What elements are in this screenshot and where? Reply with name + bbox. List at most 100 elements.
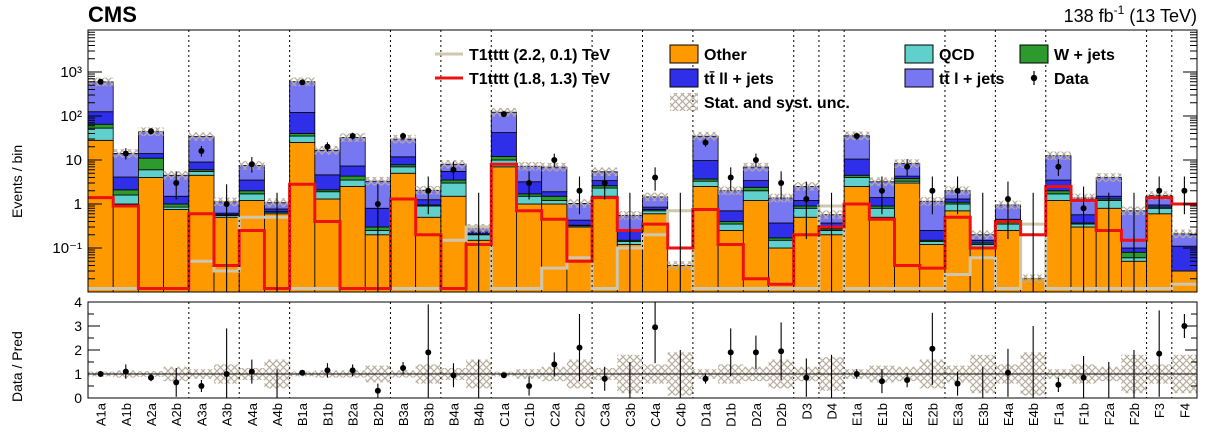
ratio-y-tick-label: 3 [74,318,82,334]
bar-D1b-ttlljets [717,210,744,222]
bar-C2a-ttlljets [541,191,568,197]
bar-F3-other [1146,213,1173,293]
bar-F1a-other [1045,200,1072,293]
data-point-A2b [173,171,180,200]
bar-D1a-other [692,186,719,293]
bar-C1a-ttlljets [490,132,517,157]
main-y-tick-label: 10 [65,152,82,169]
bar-B1a-other [289,142,316,293]
ratio-point-B1a [299,369,306,376]
ratio-point-D2b [778,322,785,380]
ratio-point-F1a [1055,377,1062,392]
x-tick-label-C3b: C3b [623,403,638,427]
bar-B1b-other [314,198,341,293]
x-tick-label-A1a: A1a [94,402,109,426]
unc-band-F1a [1045,151,1071,160]
lumi-label: 138 fb-1 (13 TeV) [1064,3,1197,26]
ratio-point-B2b [374,383,381,398]
x-tick-label-E2b: E2b [925,403,940,426]
x-tick-label-D2b: D2b [774,403,789,427]
x-tick-label-C4a: C4a [648,402,663,427]
bar-B2a-other [339,186,366,293]
ratio-point-F1b [1080,356,1087,398]
x-tick-label-F1b: F1b [1077,403,1092,425]
bar-A4a-other [238,200,265,293]
ratio-point-B2a [349,364,356,377]
data-point-C1a [500,111,507,118]
ratio-point-F4 [1181,314,1188,338]
bar-E1a-other [843,186,870,293]
bar-B4a-qcd [440,182,467,197]
unc-band-C4a [642,192,668,202]
data-point-B3a [400,132,407,140]
bar-B2a-qcd [339,179,366,187]
ratio-point-C1b [526,376,533,396]
data-point-F1a [1055,159,1062,176]
legend-other-swatch [669,44,699,64]
data-point-A4a [248,157,255,173]
x-tick-label-D4: D4 [825,403,840,420]
bar-D2a-qcd [742,190,769,201]
bar-B3b-other [415,216,442,293]
bar-D2b-ttlljets [768,222,795,239]
x-tick-label-B3a: B3a [396,402,411,426]
bar-A1b-qcd [112,194,139,205]
legend: T1tttt (2.2, 0.1) TeV T1tttt (1.8, 1.3) … [435,44,1115,112]
data-point-E1a [853,132,860,140]
bar-D2a-ttlljets [742,180,769,188]
data-point-A3b [223,184,230,292]
data-point-B3b [425,176,432,215]
legend-sig2-label: T1tttt (1.8, 1.3) TeV [469,71,610,88]
main-y-tick-label: 10⁻¹ [52,240,82,257]
x-tick-label-F2a: F2a [1102,402,1117,425]
legend-ttl-label: tt̄ l + jets [939,70,1004,88]
ratio-point-C2b [576,314,583,382]
data-point-E2b [929,176,936,215]
x-tick-label-E2a: E2a [900,402,915,426]
bar-B3a-ttlljets [390,156,417,166]
bar-A1b-other [112,203,139,293]
bar-F1a-wjets [1045,190,1072,195]
ratio-point-E1a [853,369,860,379]
data-point-D2b [778,171,785,200]
unc-band-F4 [1171,229,1197,239]
ratio-point-D1b [727,328,734,377]
data-point-C2a [551,153,558,168]
legend-qcd-label: QCD [939,47,975,64]
bar-E4a-other [994,230,1021,293]
bar-D1a-qcd [692,180,719,187]
x-tick-label-B1b: B1b [320,403,335,426]
x-tick-label-A1b: A1b [119,403,134,426]
bar-C1b-other [516,203,543,293]
legend-other-label: Other [704,47,747,64]
legend-data-label: Data [1054,71,1089,88]
x-tick-label-D1b: D1b [724,403,739,427]
ratio-point-C3a [601,366,608,391]
x-tick-label-E1a: E1a [850,402,865,426]
bar-D2b-qcd [768,239,795,249]
legend-unc-swatch [670,93,698,111]
x-tick-label-E3b: E3b [976,403,991,426]
x-tick-label-F3: F3 [1152,403,1167,418]
bar-C2b-ttlljets [566,219,593,226]
bar-E1a-ttlljets [843,158,870,176]
legend-wjets-label: W + jets [1054,47,1115,64]
x-tick-label-A2b: A2b [169,403,184,426]
bar-C2a-qcd [541,200,568,205]
ratio-y-tick-label: 4 [74,294,82,310]
data-point-D2a [752,153,759,168]
data-point-B4a [450,161,457,180]
x-tick-label-B4b: B4b [472,403,487,426]
bar-A2a-qcd [138,169,165,178]
data-point-B2a [349,132,356,140]
x-tick-label-E4b: E4b [1026,403,1041,426]
x-tick-label-C1b: C1b [522,403,537,427]
data-point-D1b [727,167,734,191]
main-y-tick-label: 10³ [60,64,82,81]
bar-A1a-other [87,139,114,293]
legend-wjets-swatch [1019,44,1049,64]
data-point-E4a [1004,181,1011,240]
unc-band-B2b [365,176,391,186]
x-tick-label-C2a: C2a [547,402,562,427]
stacked-bars [87,77,1198,293]
